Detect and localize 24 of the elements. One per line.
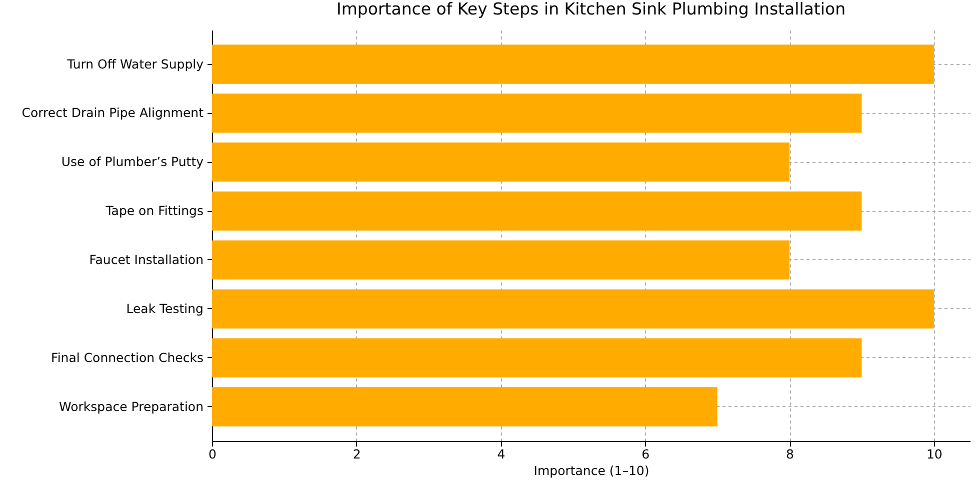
x-axis-title: Importance (1–10) — [534, 463, 650, 478]
bar — [212, 240, 790, 280]
bar — [212, 142, 790, 182]
y-tick-label: Final Connection Checks — [51, 350, 204, 365]
x-tick-label: 6 — [642, 446, 650, 462]
bar — [212, 191, 862, 231]
x-tick-label: 10 — [926, 446, 942, 462]
x-tick-label: 0 — [208, 446, 217, 462]
bar — [212, 44, 934, 84]
y-tick-label: Tape on Fittings — [104, 203, 204, 218]
y-tick-label: Faucet Installation — [89, 252, 204, 267]
y-tick-label: Turn Off Water Supply — [66, 56, 204, 72]
chart-title: Importance of Key Steps in Kitchen Sink Plumbing Installation — [336, 0, 846, 18]
y-tick-label: Workspace Preparation — [58, 398, 204, 414]
y-tick-label: Correct Drain Pipe Alignment — [22, 105, 204, 120]
bar — [212, 387, 718, 426]
bar — [212, 94, 862, 133]
x-tick-label: 2 — [352, 446, 361, 462]
bar — [212, 289, 934, 328]
y-tick-label: Use of Plumber’s Putty — [61, 154, 204, 170]
y-tick-label: Leak Testing — [126, 300, 204, 316]
x-tick-label: 4 — [497, 446, 506, 462]
x-tick-label: 8 — [786, 446, 794, 462]
bar — [212, 338, 862, 378]
